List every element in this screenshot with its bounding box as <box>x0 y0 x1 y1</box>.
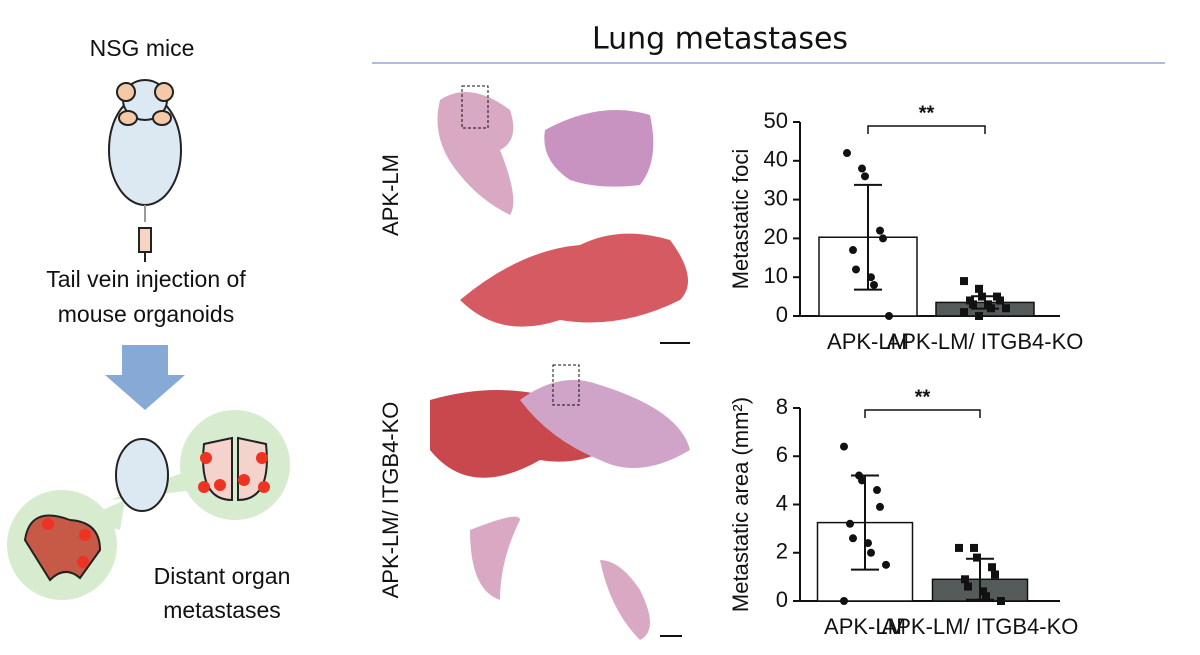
data-point <box>955 543 963 552</box>
data-point <box>864 539 872 548</box>
data-point <box>867 273 875 282</box>
y-tick-label: 30 <box>764 185 788 210</box>
data-point <box>969 300 977 309</box>
data-point <box>840 442 848 451</box>
data-point <box>867 548 875 557</box>
data-point <box>996 296 1004 305</box>
data-point <box>849 246 857 255</box>
data-point <box>876 502 884 511</box>
x-tick-label: APK-LM <box>824 614 906 639</box>
histology-image <box>430 85 690 640</box>
data-point <box>870 280 878 289</box>
y-tick-label: 50 <box>764 108 788 133</box>
y-axis-label: Metastatic area (mm²) <box>728 397 753 612</box>
data-point <box>991 570 999 579</box>
x-tick-label: APK-LM <box>827 329 909 354</box>
data-point <box>846 519 854 528</box>
metastasis-icon <box>7 410 290 600</box>
row-label: APK-LM/ ITGB4-KO <box>378 402 403 599</box>
data-point <box>885 312 893 320</box>
data-point <box>852 265 860 274</box>
mouse-icon <box>108 79 182 262</box>
y-tick-label: 20 <box>764 224 788 249</box>
significance-bracket <box>867 125 986 134</box>
y-tick-label: 0 <box>776 587 788 612</box>
significance-label: ** <box>919 102 935 124</box>
data-point <box>858 476 866 485</box>
schematic-text: metastases <box>163 597 281 623</box>
y-tick-label: 4 <box>776 490 788 515</box>
y-tick-label: 40 <box>764 147 788 172</box>
arrow <box>105 345 185 410</box>
data-point <box>960 277 968 286</box>
data-point <box>964 582 972 591</box>
figure-title: Lung metastases <box>592 22 848 57</box>
data-point <box>876 226 884 235</box>
y-tick-label: 6 <box>776 442 788 467</box>
data-point <box>843 149 851 158</box>
data-point <box>1002 304 1010 313</box>
data-point <box>961 575 969 584</box>
data-point <box>873 486 881 495</box>
data-point <box>970 543 978 552</box>
data-point <box>997 597 1005 605</box>
data-point <box>979 587 987 596</box>
data-point <box>861 172 869 181</box>
data-point <box>858 164 866 173</box>
y-tick-label: 0 <box>776 302 788 327</box>
data-point <box>975 284 983 293</box>
data-point <box>973 553 981 562</box>
x-tick-label: APK-LM/ ITGB4-KO <box>887 329 1084 354</box>
data-point <box>879 234 887 243</box>
significance-bracket <box>864 409 981 418</box>
data-point <box>840 597 848 605</box>
data-point <box>960 308 968 317</box>
y-tick-label: 10 <box>764 263 788 288</box>
data-point <box>849 534 857 543</box>
y-tick-label: 8 <box>776 394 788 419</box>
y-axis-label: Metastatic foci <box>728 149 753 290</box>
data-point <box>988 563 996 572</box>
error-bar <box>854 183 882 291</box>
data-point <box>987 304 995 313</box>
data-point <box>982 592 990 601</box>
row-label: APK-LM <box>378 154 403 236</box>
schematic-label: NSG mice <box>90 35 195 61</box>
significance-label: ** <box>915 386 931 408</box>
data-point <box>975 312 983 320</box>
schematic-text: mouse organoids <box>58 301 234 327</box>
data-point <box>978 292 986 301</box>
schematic-text: Distant organ <box>154 563 291 589</box>
schematic-text: Tail vein injection of <box>46 266 246 292</box>
y-tick-label: 2 <box>776 539 788 564</box>
data-point <box>882 560 890 569</box>
x-tick-label: APK-LM/ ITGB4-KO <box>882 614 1079 639</box>
